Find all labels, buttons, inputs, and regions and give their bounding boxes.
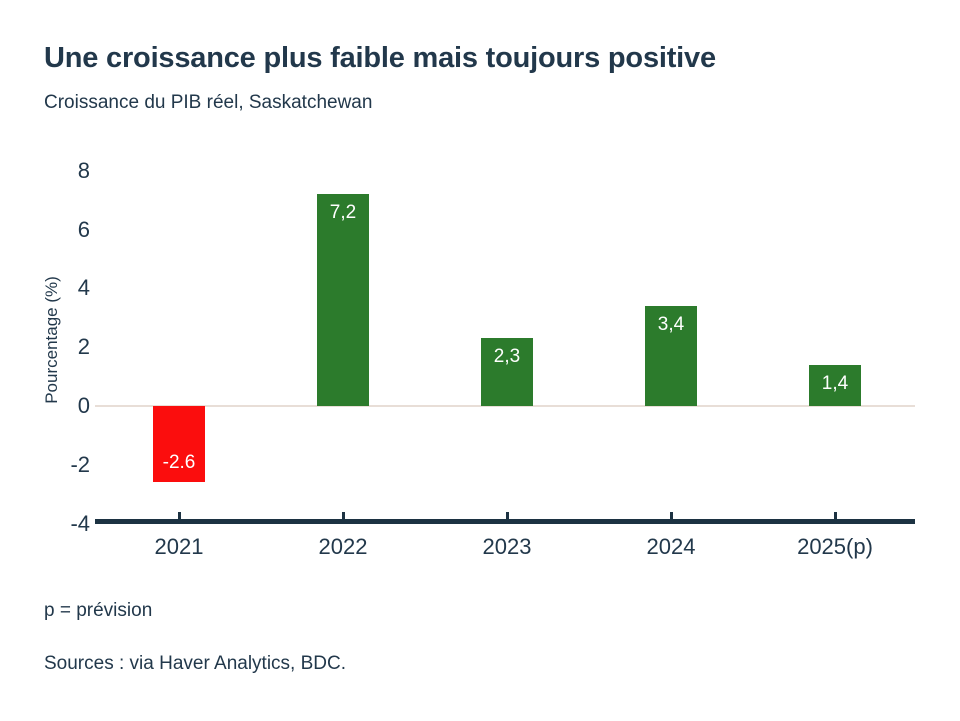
- x-tick-label-2023: 2023: [482, 534, 532, 559]
- zero-baseline: [95, 405, 915, 407]
- bar-value-label: 1,4: [821, 372, 849, 394]
- x-axis-tick: [341, 512, 345, 519]
- bar-value-label: 3,4: [657, 314, 685, 336]
- x-axis-tick: [177, 512, 181, 519]
- source-note: Sources : via Haver Analytics, BDC.: [44, 653, 346, 674]
- x-axis-tick: [669, 512, 673, 519]
- x-tick-label-2024: 2024: [646, 534, 696, 559]
- y-tick-label: -4: [70, 510, 90, 536]
- x-axis-tick: [833, 512, 837, 519]
- y-tick-label: 0: [77, 393, 90, 418]
- bar-value-label: -2.6: [162, 452, 196, 474]
- bar-2022: [317, 194, 369, 406]
- bar-2023: [481, 338, 533, 406]
- x-tick-label-2025(p): 2025(p): [797, 534, 873, 559]
- footnote: p = prévision: [44, 600, 153, 621]
- bar-value-label: 7,2: [329, 202, 357, 224]
- x-tick-label-2021: 2021: [154, 534, 204, 559]
- chart-title: Une croissance plus faible mais toujours…: [44, 42, 716, 74]
- bar-2024: [645, 306, 697, 406]
- bar-2025(p): [809, 364, 861, 406]
- y-tick-label: 4: [77, 275, 90, 301]
- x-axis-line: [95, 519, 915, 524]
- y-tick-label: -2: [70, 451, 90, 477]
- y-tick-label: 6: [77, 216, 90, 242]
- y-tick-label: 8: [77, 157, 90, 183]
- bar-2021: [153, 406, 205, 483]
- x-axis-tick: [505, 512, 509, 519]
- y-tick-label: 2: [77, 334, 90, 360]
- chart-subtitle: Croissance du PIB réel, Saskatchewan: [44, 92, 373, 113]
- x-tick-label-2022: 2022: [318, 534, 368, 559]
- bar-value-label: 2,3: [493, 346, 521, 368]
